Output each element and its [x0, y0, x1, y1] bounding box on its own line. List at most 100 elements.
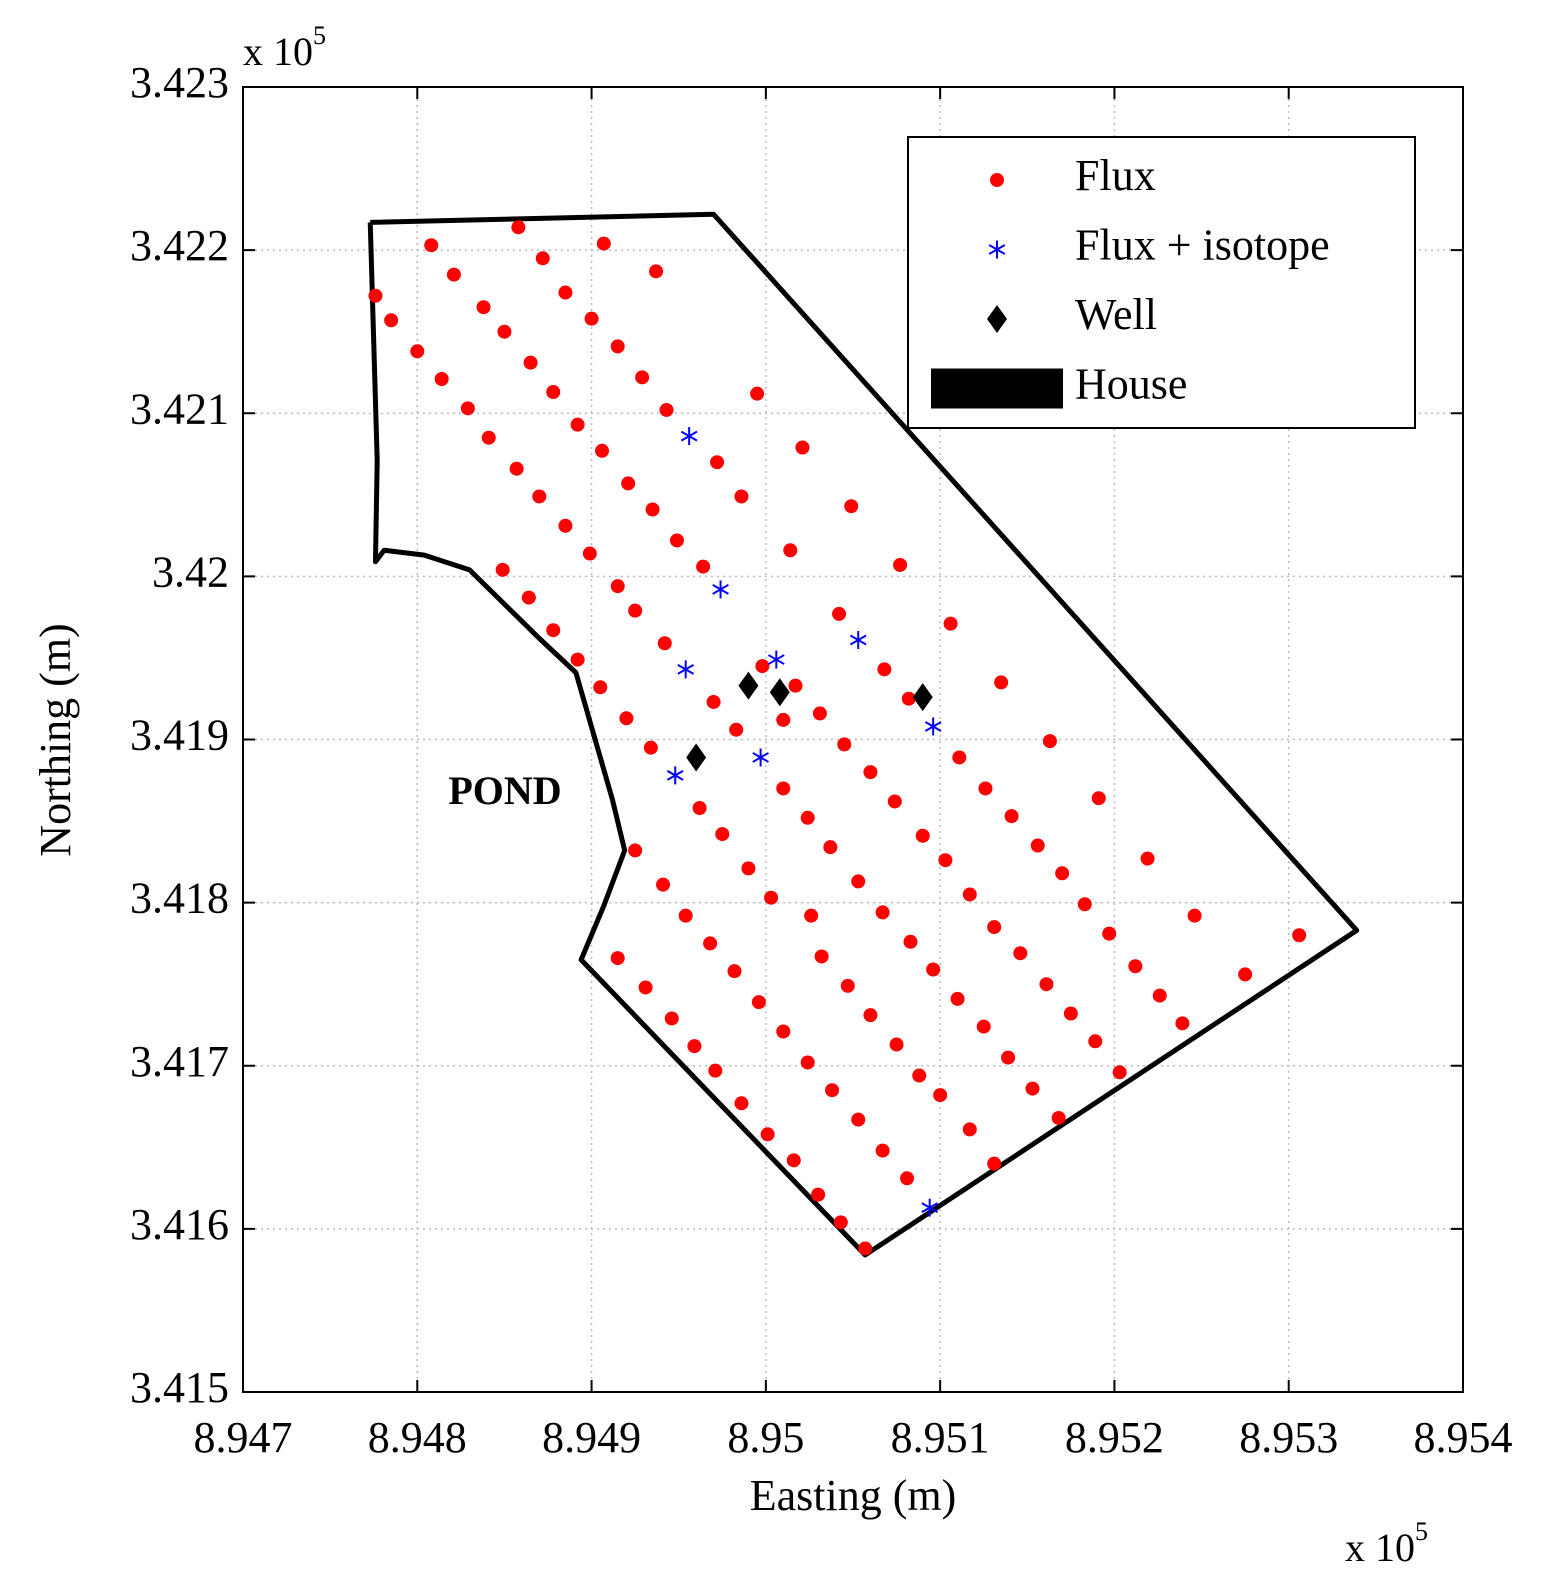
data-point — [708, 1063, 723, 1078]
data-point — [1187, 908, 1202, 923]
data-point — [924, 717, 942, 736]
data-point — [1140, 851, 1155, 866]
y-tick-label: 3.42 — [152, 547, 229, 596]
y-tick-label: 3.422 — [130, 221, 229, 270]
data-point — [582, 546, 597, 561]
star-stroke — [767, 654, 785, 665]
data-point — [900, 1171, 915, 1186]
data-point — [1042, 734, 1057, 749]
data-point — [811, 1187, 826, 1202]
data-point — [715, 827, 730, 842]
data-point — [844, 499, 859, 514]
x-tick-label: 8.951 — [891, 1413, 990, 1462]
data-point — [593, 680, 608, 695]
data-point — [1102, 926, 1117, 941]
y-tick-label: 3.419 — [130, 711, 229, 760]
data-point — [495, 562, 510, 577]
data-point — [1051, 1110, 1066, 1125]
x-tick-label: 8.954 — [1414, 1413, 1513, 1462]
data-point — [751, 995, 766, 1010]
data-point — [840, 978, 855, 993]
data-point — [1077, 897, 1092, 912]
data-point — [677, 660, 695, 679]
y-tick-label: 3.416 — [130, 1200, 229, 1249]
legend-marker — [931, 368, 1063, 409]
y-axis-label: Northing (m) — [31, 623, 80, 856]
data-point — [1238, 967, 1253, 982]
data-point — [532, 489, 547, 504]
data-point — [368, 288, 383, 303]
data-point — [410, 344, 425, 359]
data-point — [511, 220, 526, 235]
data-point — [849, 630, 867, 649]
data-point — [812, 706, 827, 721]
data-point — [384, 313, 399, 328]
data-point — [1152, 988, 1167, 1003]
data-point — [628, 603, 643, 618]
data-point — [783, 543, 798, 558]
data-point — [926, 962, 941, 977]
y-tick-label: 3.415 — [130, 1363, 229, 1412]
data-point — [619, 711, 634, 726]
multiplier-exponent: 5 — [1415, 1517, 1428, 1546]
data-point — [795, 440, 810, 455]
data-point — [680, 427, 698, 446]
data-point — [570, 652, 585, 667]
data-point — [804, 908, 819, 923]
data-point — [558, 285, 573, 300]
data-point — [912, 1068, 927, 1083]
data-point — [976, 1019, 991, 1034]
data-point — [460, 401, 475, 416]
x-tick-label: 8.948 — [368, 1413, 467, 1462]
legend-label: Flux + isotope — [1075, 221, 1330, 270]
data-point — [727, 964, 742, 979]
data-point — [1025, 1081, 1040, 1096]
data-point — [706, 694, 721, 709]
data-point — [610, 951, 625, 966]
data-point — [1292, 928, 1307, 943]
data-point — [1063, 1006, 1078, 1021]
data-point — [741, 861, 756, 876]
data-point — [903, 934, 918, 949]
data-point — [769, 678, 790, 707]
data-point — [952, 750, 967, 765]
data-point — [962, 1122, 977, 1137]
legend-label: House — [1075, 360, 1187, 409]
data-point — [712, 580, 729, 599]
data-point — [535, 251, 550, 266]
star-stroke — [849, 634, 867, 646]
data-point — [497, 324, 512, 339]
x-tick-label: 8.95 — [727, 1413, 804, 1462]
star-stroke — [677, 663, 695, 675]
data-point — [649, 264, 664, 279]
data-point — [814, 949, 829, 964]
data-point — [610, 579, 625, 594]
data-point — [987, 920, 1002, 935]
data-point — [558, 518, 573, 533]
data-point — [481, 430, 496, 445]
data-point — [1013, 946, 1028, 961]
data-point — [584, 311, 599, 326]
legend-marker — [988, 240, 1006, 259]
data-point — [657, 636, 672, 651]
data-point — [750, 386, 765, 401]
x-axis-label: Easting (m) — [750, 1471, 957, 1520]
data-point — [1001, 1050, 1016, 1065]
x-tick-label: 8.953 — [1239, 1413, 1338, 1462]
star-stroke — [680, 430, 698, 442]
data-point — [424, 238, 439, 253]
star-stroke — [752, 752, 769, 763]
site-boundary — [367, 211, 1360, 1258]
data-point — [1091, 791, 1106, 806]
data-point — [729, 722, 744, 737]
data-point — [786, 1153, 801, 1168]
data-point — [738, 671, 759, 700]
data-point — [696, 559, 711, 574]
data-point — [767, 650, 785, 669]
data-point — [823, 840, 838, 855]
data-point — [760, 1127, 775, 1142]
data-point — [851, 874, 866, 889]
star-stroke — [988, 244, 1006, 255]
data-point — [1030, 838, 1045, 853]
multiplier-base: x 10 — [243, 29, 313, 74]
